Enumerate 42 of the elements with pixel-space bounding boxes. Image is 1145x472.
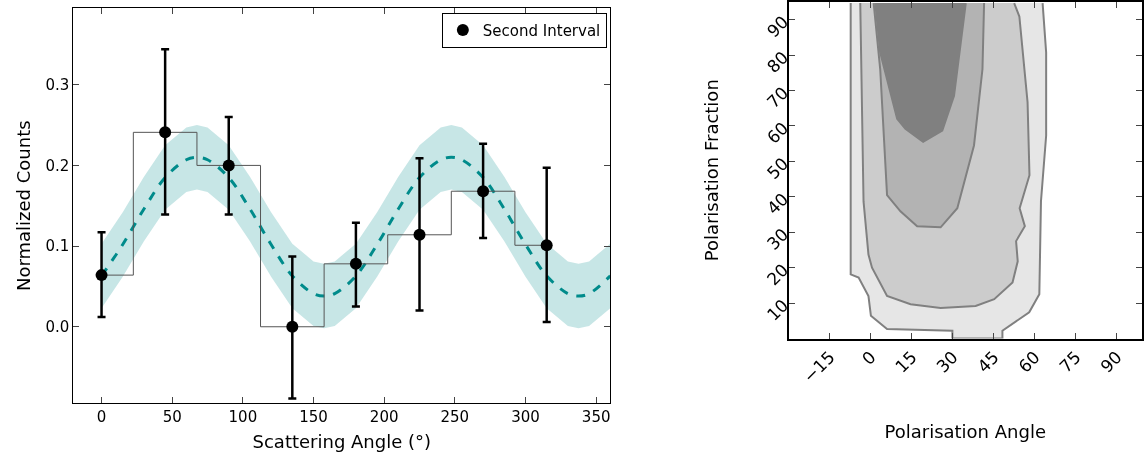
x-tick-label: 30 <box>932 347 962 377</box>
y-tick-label: 30 <box>762 224 793 254</box>
y-tick-label: 50 <box>762 153 793 183</box>
point <box>222 159 235 172</box>
y-tick-label: 40 <box>762 188 793 219</box>
y-tick-label: 60 <box>762 118 793 148</box>
x-axis-title: Scattering Angle (°) <box>252 431 432 453</box>
x-tick-label: 350 <box>581 408 611 427</box>
y-axis-title: Polarisation Fraction <box>700 79 722 262</box>
x-tick-label: 60 <box>1014 347 1044 377</box>
point <box>349 257 362 270</box>
point <box>286 320 299 333</box>
x-tick-label: 15 <box>891 347 921 377</box>
x-tick-label: 50 <box>162 408 182 427</box>
x-axis-title: Polarisation Angle <box>884 421 1046 443</box>
x-tick-label: 75 <box>1055 347 1085 377</box>
x-tick-label: 0 <box>857 347 880 369</box>
y-tick-label: 10 <box>762 295 793 325</box>
x-tick-label: 0 <box>96 408 107 427</box>
legend-label: Second Interval <box>482 21 601 40</box>
point <box>413 228 426 241</box>
x-tick-label: 200 <box>369 408 399 427</box>
y-tick-label: 80 <box>762 47 793 77</box>
point <box>159 126 172 139</box>
y-tick-label: 90 <box>762 11 793 42</box>
y-tick-label: 20 <box>762 259 793 290</box>
point <box>540 239 553 252</box>
y-tick-label: 0.2 <box>45 156 70 175</box>
point <box>477 185 490 198</box>
x-tick-label: 100 <box>228 408 258 427</box>
x-tick-label: 150 <box>299 408 328 427</box>
x-tick-label: 250 <box>440 408 470 427</box>
y-tick-label: 70 <box>762 82 793 113</box>
point <box>95 269 108 282</box>
y-axis-title: Normalized Counts <box>12 120 34 292</box>
y-tick-label: 0.1 <box>45 237 70 256</box>
y-tick-label: 0.3 <box>45 75 70 94</box>
x-tick-label: −15 <box>799 347 839 387</box>
x-tick-label: 45 <box>973 347 1003 377</box>
x-tick-label: 300 <box>511 408 540 427</box>
y-tick-label: 0.0 <box>45 318 70 336</box>
x-tick-label: 90 <box>1096 347 1126 377</box>
